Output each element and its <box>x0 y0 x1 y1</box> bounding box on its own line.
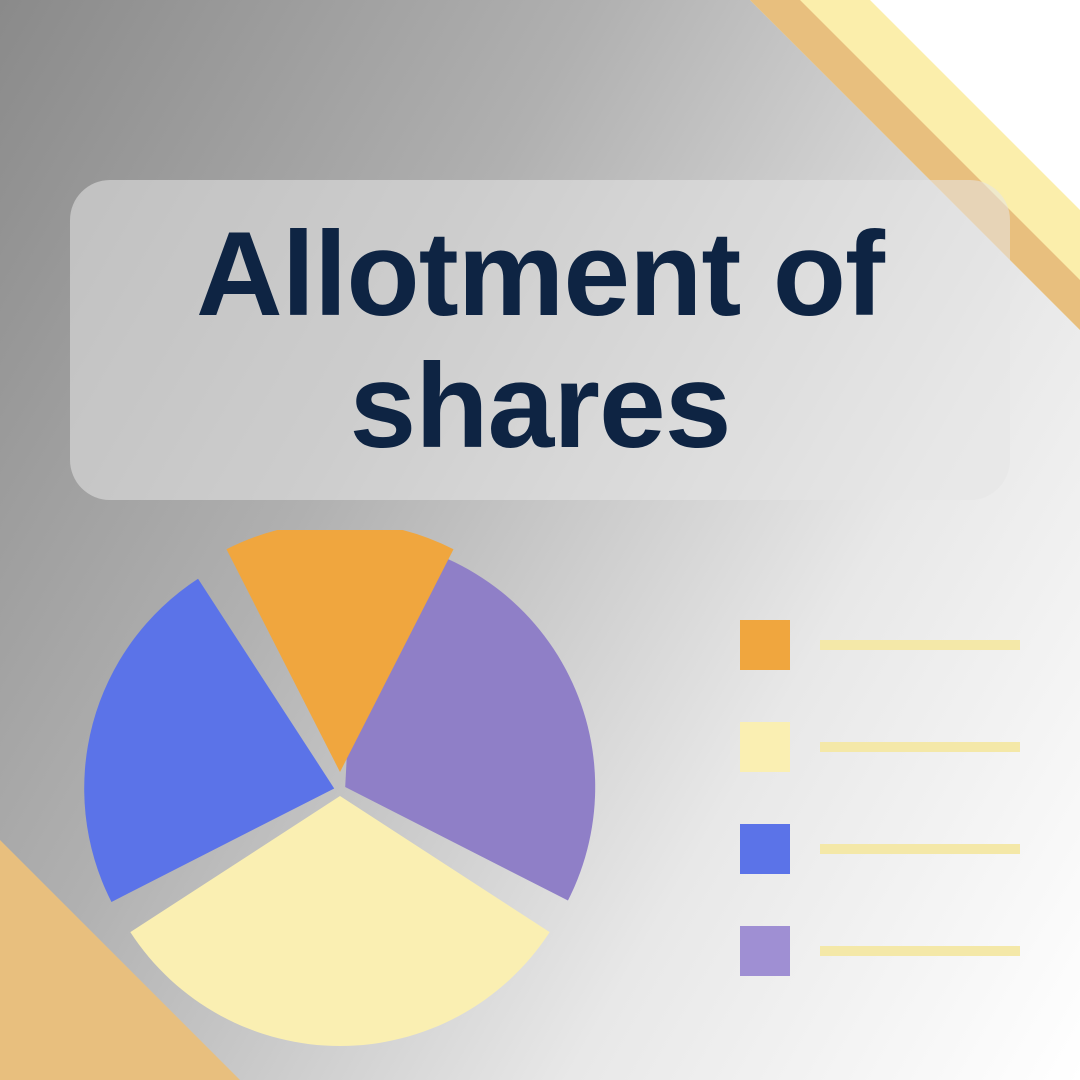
title-box: Allotment of shares <box>70 180 1010 500</box>
legend-row-3 <box>740 926 1020 976</box>
legend-row-0 <box>740 620 1020 670</box>
legend-swatch <box>740 824 790 874</box>
legend-row-2 <box>740 824 1020 874</box>
legend-swatch <box>740 722 790 772</box>
legend-line <box>820 640 1020 650</box>
legend-line <box>820 946 1020 956</box>
legend-swatch <box>740 620 790 670</box>
legend <box>740 620 1020 1028</box>
legend-line <box>820 844 1020 854</box>
pie-svg <box>80 530 600 1050</box>
legend-swatch <box>740 926 790 976</box>
legend-line <box>820 742 1020 752</box>
title-text: Allotment of shares <box>110 208 970 472</box>
infographic-canvas: Allotment of shares <box>0 0 1080 1080</box>
legend-row-1 <box>740 722 1020 772</box>
pie-chart <box>80 530 600 1050</box>
